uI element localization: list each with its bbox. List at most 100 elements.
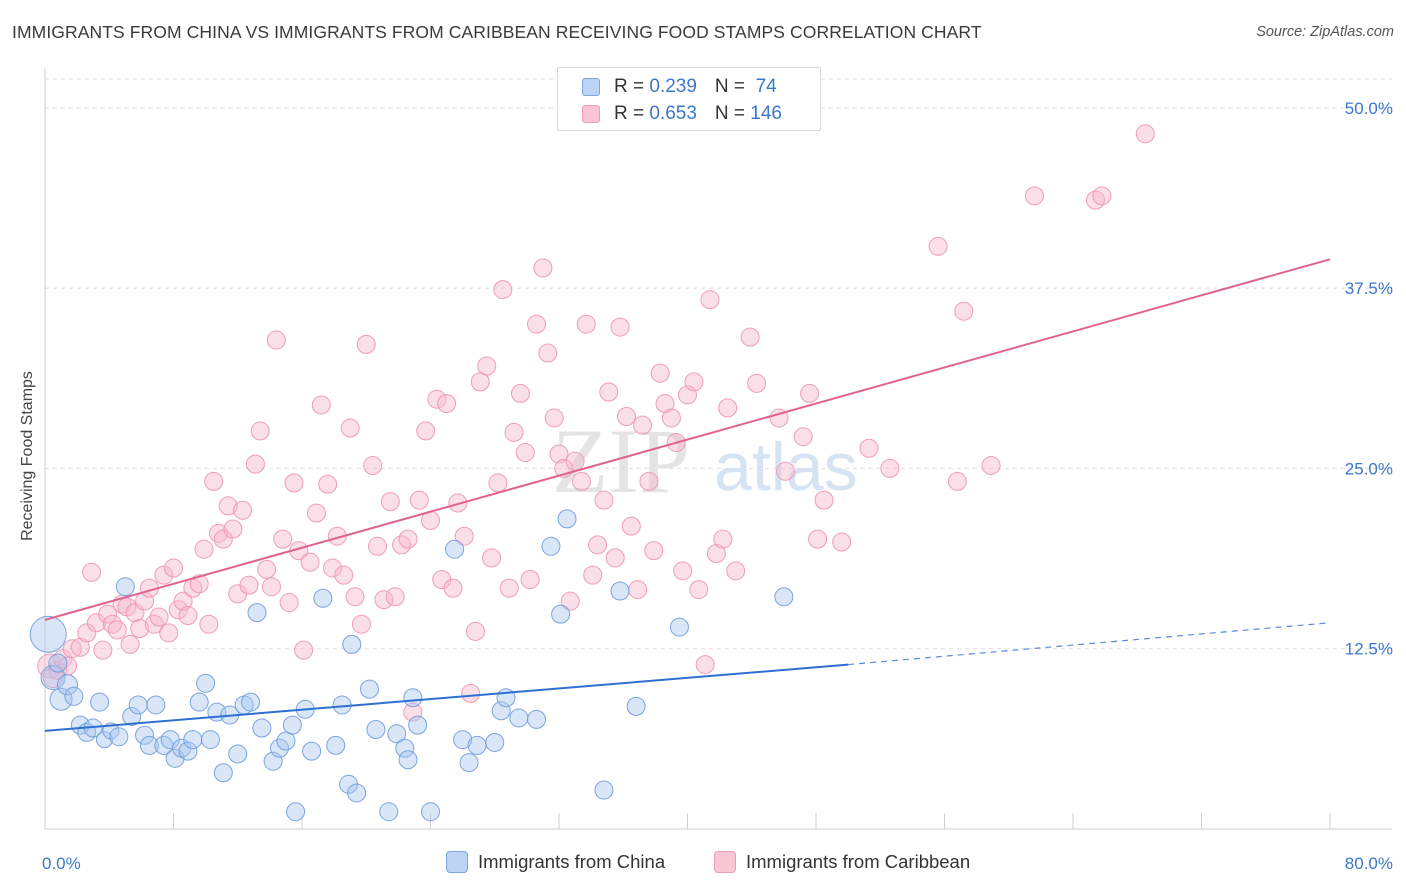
caribbean-point <box>189 574 209 594</box>
china-point <box>146 695 166 715</box>
china-point <box>467 735 487 755</box>
caribbean-r-label: R = <box>614 103 650 124</box>
china-point <box>189 692 209 712</box>
caribbean-point <box>266 330 286 350</box>
china-point <box>122 707 142 726</box>
china-n-value: 74 <box>750 76 777 97</box>
legend-row-china: R = 0.239 N = 74 <box>582 76 777 98</box>
caribbean-point <box>284 473 304 493</box>
caribbean-point <box>859 438 879 458</box>
caribbean-point <box>673 561 693 581</box>
caribbean-point <box>695 655 715 675</box>
caribbean-point <box>318 474 338 494</box>
caribbean-point <box>77 623 97 643</box>
caribbean-point <box>204 471 224 491</box>
caribbean-n-value: 146 <box>750 103 782 124</box>
caribbean-r-value: 0.653 <box>649 103 697 124</box>
caribbean-points <box>37 124 1155 722</box>
caribbean-point <box>493 280 513 300</box>
caribbean-point <box>661 408 681 428</box>
caribbean-point <box>1135 124 1155 144</box>
caribbean-point <box>363 456 383 476</box>
caribbean-point <box>610 317 630 337</box>
china-point <box>48 653 68 673</box>
caribbean-point <box>70 637 90 657</box>
caribbean-point <box>947 471 967 491</box>
source-label: Source: ZipAtlas.com <box>1256 24 1394 40</box>
china-point <box>282 715 302 735</box>
caribbean-point <box>689 580 709 600</box>
caribbean-point <box>279 593 299 613</box>
caribbean-point <box>740 327 760 347</box>
china-point <box>594 780 614 800</box>
china-point <box>276 731 296 751</box>
caribbean-point <box>367 536 387 556</box>
caribbean-point <box>149 607 169 627</box>
caribbean-point <box>199 614 219 634</box>
caribbean-point <box>454 526 474 546</box>
caribbean-point <box>706 544 726 564</box>
caribbean-point <box>306 503 326 523</box>
china-point <box>40 665 66 691</box>
caribbean-point <box>98 604 118 624</box>
china-point <box>286 802 306 822</box>
caribbean-point <box>213 529 233 549</box>
caribbean-point <box>409 490 429 510</box>
caribbean-point <box>345 587 365 607</box>
caribbean-point <box>385 587 405 607</box>
china-point <box>213 763 233 783</box>
caribbean-point <box>583 565 603 585</box>
china-point <box>56 674 78 696</box>
caribbean-legend-label: Immigrants from Caribbean <box>746 851 971 872</box>
china-point <box>366 719 386 739</box>
china-point <box>445 539 465 559</box>
china-points <box>29 509 794 822</box>
caribbean-point <box>416 421 436 441</box>
caribbean-point <box>616 407 636 426</box>
caribbean-point <box>639 471 659 491</box>
chart-title: IMMIGRANTS FROM CHINA VS IMMIGRANTS FROM… <box>12 22 982 42</box>
caribbean-legend-swatch <box>714 851 736 873</box>
legend-item-caribbean[interactable]: Immigrants from Caribbean <box>714 851 970 873</box>
caribbean-point <box>594 490 614 510</box>
caribbean-point <box>107 620 127 640</box>
china-point <box>326 735 346 755</box>
caribbean-point <box>427 389 447 409</box>
caribbean-point <box>470 372 490 392</box>
tick-labels: 12.5% 25.0% 37.5% 50.0% 0.0% 80.0% <box>42 99 1393 873</box>
china-point <box>64 686 84 706</box>
caribbean-point <box>245 454 265 474</box>
china-legend-swatch <box>446 851 468 873</box>
china-n-label: N = <box>714 76 751 97</box>
caribbean-point <box>504 422 524 442</box>
caribbean-point <box>633 415 653 435</box>
caribbean-point <box>178 606 198 626</box>
china-point <box>459 753 479 773</box>
caribbean-swatch <box>582 105 600 123</box>
china-point <box>139 735 159 755</box>
caribbean-point <box>443 578 463 598</box>
caribbean-point <box>814 490 834 510</box>
china-point <box>135 725 155 745</box>
china-point <box>29 615 67 653</box>
caribbean-point <box>482 548 502 568</box>
china-point <box>774 587 794 607</box>
caribbean-point <box>120 634 140 654</box>
caribbean-point <box>747 373 767 393</box>
china-point <box>109 727 129 747</box>
china-point <box>196 673 216 693</box>
axes <box>44 68 1392 830</box>
y-tick-label: 50.0% <box>1345 99 1393 118</box>
caribbean-point <box>775 461 795 481</box>
caribbean-point <box>488 473 508 493</box>
china-point <box>342 634 362 654</box>
caribbean-point <box>880 458 900 478</box>
caribbean-point <box>311 395 331 415</box>
china-trend-line <box>44 663 849 732</box>
watermark-atlas: atlas <box>714 429 858 505</box>
caribbean-point <box>713 529 733 549</box>
caribbean-point <box>218 496 238 516</box>
legend-item-china[interactable]: Immigrants from China <box>446 851 665 873</box>
china-point <box>408 715 428 735</box>
caribbean-point <box>928 236 948 256</box>
